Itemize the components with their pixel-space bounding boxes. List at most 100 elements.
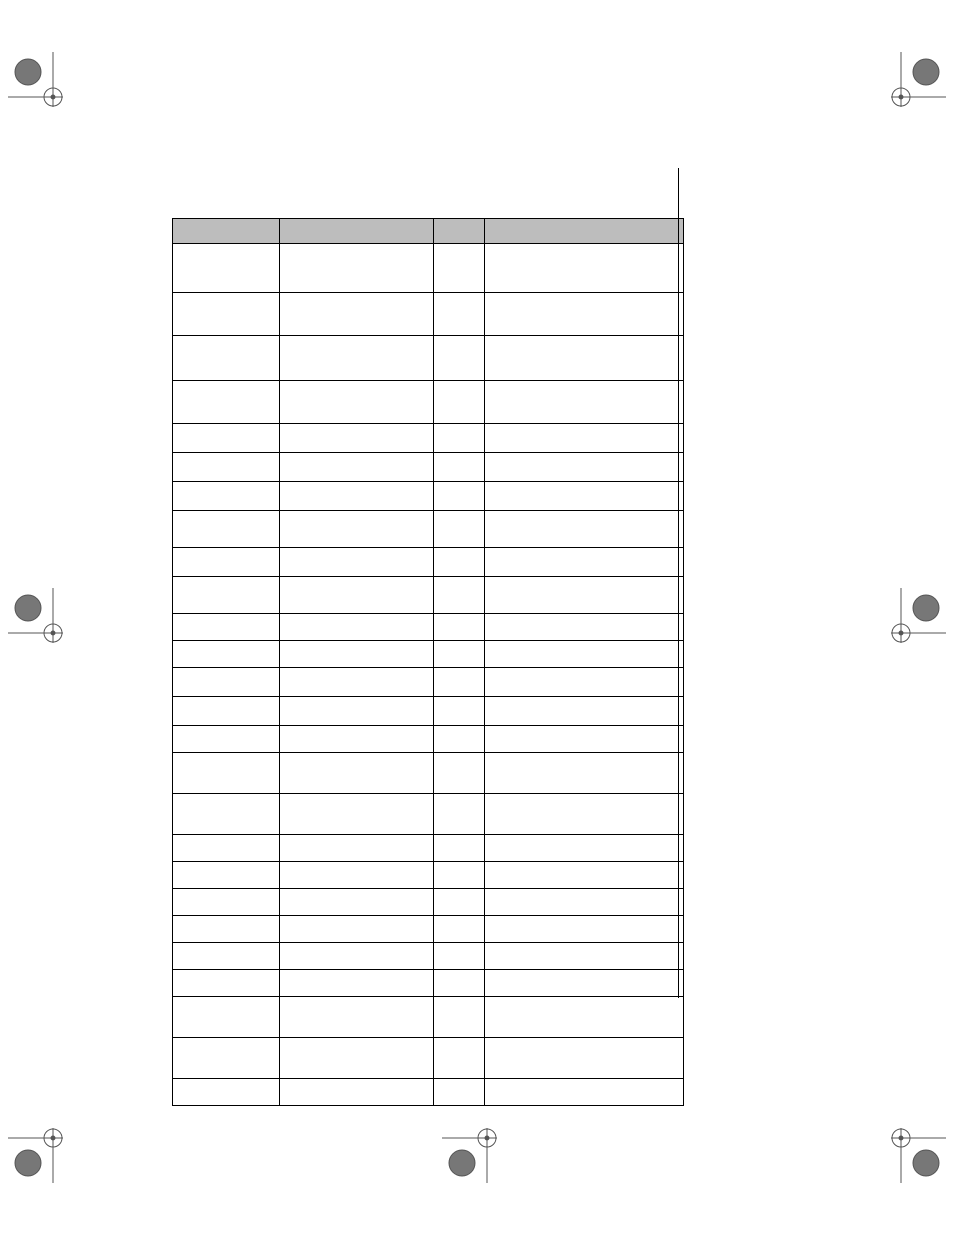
table-cell: [173, 726, 280, 753]
table-cell: [173, 1038, 280, 1079]
table-cell: [173, 916, 280, 943]
table-row: [173, 641, 684, 668]
registration-mark-icon: [876, 1113, 946, 1183]
table-cell: [280, 293, 433, 336]
table-cell: [484, 943, 683, 970]
table-cell: [433, 244, 484, 293]
table-cell: [433, 835, 484, 862]
table-row: [173, 548, 684, 577]
header-cell: [433, 219, 484, 244]
table-cell: [433, 970, 484, 997]
table-cell: [280, 548, 433, 577]
table-cell: [433, 668, 484, 697]
table-cell: [433, 453, 484, 482]
table-cell: [280, 482, 433, 511]
vertical-rule: [678, 168, 679, 998]
table-cell: [280, 753, 433, 794]
table-cell: [280, 1038, 433, 1079]
table-row: [173, 577, 684, 614]
table-cell: [433, 794, 484, 835]
table-cell: [173, 943, 280, 970]
table-cell: [433, 548, 484, 577]
table-cell: [280, 794, 433, 835]
table-cell: [484, 862, 683, 889]
table-cell: [280, 453, 433, 482]
registration-mark-icon: [8, 588, 78, 658]
table-cell: [484, 381, 683, 424]
header-cell: [280, 219, 433, 244]
table-cell: [433, 336, 484, 381]
registration-mark-icon: [8, 1113, 78, 1183]
table-cell: [173, 835, 280, 862]
table-cell: [433, 482, 484, 511]
table-body: [173, 244, 684, 1106]
table-row: [173, 794, 684, 835]
table-cell: [484, 424, 683, 453]
table-cell: [433, 577, 484, 614]
table-row: [173, 244, 684, 293]
table-cell: [484, 753, 683, 794]
table-row: [173, 511, 684, 548]
table-cell: [280, 244, 433, 293]
table-cell: [173, 381, 280, 424]
table-row: [173, 424, 684, 453]
table-cell: [280, 577, 433, 614]
table-cell: [173, 336, 280, 381]
table-cell: [173, 614, 280, 641]
table-cell: [280, 862, 433, 889]
data-table: [172, 218, 684, 1106]
table-row: [173, 482, 684, 511]
table-cell: [433, 889, 484, 916]
table-cell: [173, 548, 280, 577]
table-row: [173, 943, 684, 970]
table-row: [173, 336, 684, 381]
table-cell: [484, 1079, 683, 1106]
table-cell: [433, 1038, 484, 1079]
table-cell: [173, 794, 280, 835]
table-cell: [484, 577, 683, 614]
table-cell: [484, 453, 683, 482]
table-cell: [280, 997, 433, 1038]
table-cell: [484, 1038, 683, 1079]
table-cell: [280, 970, 433, 997]
page: [0, 0, 954, 1235]
table-cell: [484, 244, 683, 293]
table-cell: [484, 482, 683, 511]
header-cell: [484, 219, 683, 244]
table-cell: [280, 697, 433, 726]
table-cell: [484, 668, 683, 697]
table-cell: [433, 697, 484, 726]
table-cell: [433, 614, 484, 641]
table-cell: [484, 916, 683, 943]
table-cell: [484, 336, 683, 381]
table-cell: [433, 726, 484, 753]
table-cell: [173, 997, 280, 1038]
table-cell: [484, 548, 683, 577]
table-cell: [433, 381, 484, 424]
table-cell: [280, 1079, 433, 1106]
table-cell: [433, 293, 484, 336]
table-row: [173, 1038, 684, 1079]
table-cell: [173, 1079, 280, 1106]
table-cell: [433, 1079, 484, 1106]
header-row: [173, 219, 684, 244]
table-cell: [173, 641, 280, 668]
table-row: [173, 453, 684, 482]
table: [172, 218, 684, 1106]
table-cell: [280, 424, 433, 453]
table-row: [173, 835, 684, 862]
table-cell: [173, 511, 280, 548]
table-cell: [280, 726, 433, 753]
table-cell: [484, 835, 683, 862]
table-cell: [173, 753, 280, 794]
table-cell: [280, 381, 433, 424]
table-cell: [433, 862, 484, 889]
table-cell: [433, 997, 484, 1038]
table-cell: [280, 943, 433, 970]
table-row: [173, 889, 684, 916]
table-head: [173, 219, 684, 244]
registration-mark-icon: [876, 588, 946, 658]
table-cell: [173, 293, 280, 336]
table-cell: [173, 668, 280, 697]
table-cell: [280, 916, 433, 943]
